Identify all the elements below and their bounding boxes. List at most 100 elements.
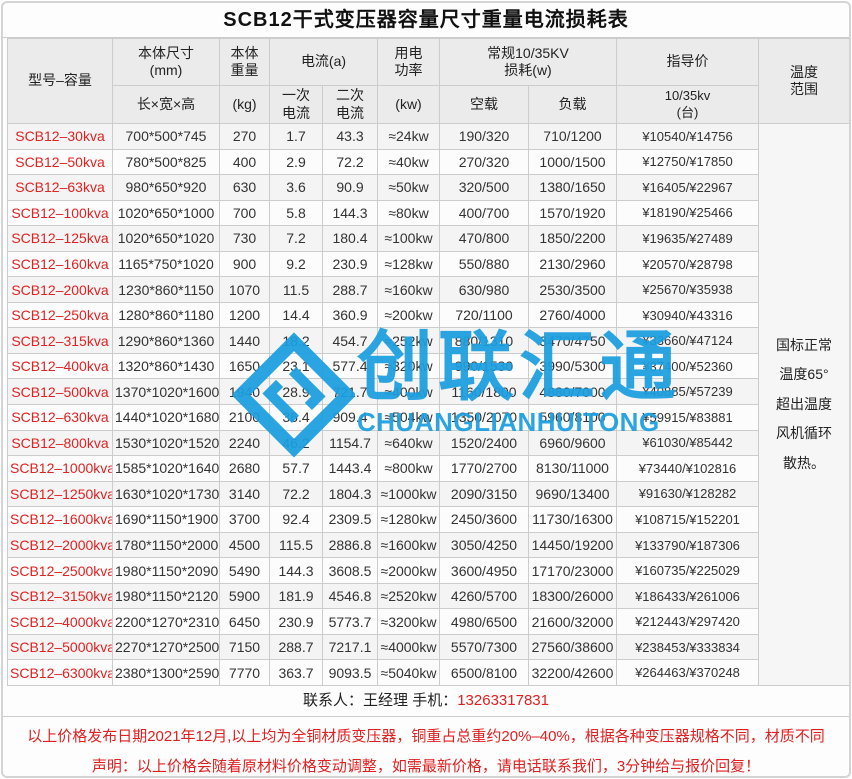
cell-i1: 181.9 — [269, 582, 323, 610]
cell-power: ≈160kw — [377, 276, 440, 303]
cell-model: SCB12–4000kva — [7, 608, 113, 635]
header-current-group: 电流(a) — [269, 38, 378, 86]
table-row: SCB12–3150kva 1980*1150*2120 5900 181.9 4546… — [7, 582, 850, 610]
cell-power: ≈1280kw — [377, 506, 440, 533]
header-weight-sub: (kg) — [219, 85, 270, 124]
table-header: 型号–容量 本体尺寸 (mm) 本体 重量 电流(a) 用电 功率 常规10/3… — [7, 38, 849, 124]
footer-notes: 以上价格发布日期2021年12月,以上均为全铜材质变压器，铜重占总重约20%–4… — [3, 717, 849, 776]
cell-power: ≈128kw — [377, 250, 440, 278]
cell-price: ¥61030/¥85442 — [616, 429, 759, 457]
header-loss-load: 负载 — [528, 85, 617, 124]
cell-load: 5960/8100 — [528, 404, 617, 431]
cell-size: 1980*1150*2090 — [112, 557, 220, 584]
cell-no-load: 320/500 — [439, 174, 529, 201]
cell-no-load: 1160/1800 — [439, 378, 529, 406]
cell-load: 9690/13400 — [528, 480, 617, 508]
cell-power: ≈100kw — [377, 225, 440, 252]
cell-i2: 144.3 — [322, 199, 378, 227]
cell-power: ≈80kw — [377, 199, 440, 227]
cell-price: ¥30940/¥43316 — [616, 301, 759, 329]
cell-model: SCB12–250kva — [7, 301, 113, 329]
cell-weight: 5490 — [219, 557, 270, 584]
cell-load: 32200/42600 — [528, 659, 617, 687]
cell-load: 14450/19200 — [528, 531, 617, 559]
contact-label: 联系人：王经理 手机： — [303, 692, 458, 710]
cell-power: ≈50kw — [377, 174, 440, 201]
cell-load: 4880/7000 — [528, 378, 617, 406]
cell-model: SCB12–160kva — [7, 250, 113, 278]
cell-size: 1230*860*1150 — [112, 276, 220, 303]
cell-i1: 9.2 — [269, 250, 323, 278]
cell-i1: 72.2 — [269, 480, 323, 508]
cell-load: 710/1200 — [528, 123, 617, 150]
cell-i2: 1443.4 — [322, 455, 378, 482]
cell-weight: 400 — [219, 148, 270, 176]
header-loss-group: 常规10/35KV 损耗(w) — [439, 38, 617, 86]
cell-size: 1440*1020*1680 — [112, 404, 220, 431]
cell-load: 2530/3500 — [528, 276, 617, 303]
table-row: SCB12–30kva 700*500*745 270 1.7 43.3 ≈24kw 190… — [7, 122, 849, 687]
cell-size: 1290*860*1360 — [112, 327, 220, 354]
cell-i1: 14.4 — [269, 301, 323, 329]
cell-price: ¥238453/¥333834 — [616, 633, 759, 661]
cell-i2: 5773.7 — [322, 608, 378, 635]
cell-size: 1585*1020*1640 — [112, 455, 220, 482]
cell-model: SCB12–5000kva — [7, 633, 113, 661]
cell-i1: 92.4 — [269, 506, 323, 533]
cell-model: SCB12–200kva — [7, 276, 113, 303]
cell-no-load: 270/320 — [439, 148, 529, 176]
cell-power: ≈252kw — [377, 327, 440, 354]
header-price: 指导价 — [616, 38, 759, 86]
cell-weight: 5900 — [219, 582, 270, 610]
table-row: SCB12–630kva 1440*1020*1680 2100 36.4 909.4 ≈… — [7, 404, 850, 431]
cell-no-load: 2090/3150 — [439, 480, 529, 508]
cell-power: ≈400kw — [377, 378, 440, 406]
cell-i2: 3608.5 — [322, 557, 378, 584]
cell-i2: 360.9 — [322, 301, 378, 329]
cell-no-load: 1520/2400 — [439, 429, 529, 457]
table-body: SCB12–30kva 700*500*745 270 1.7 43.3 ≈24kw 190… — [7, 122, 850, 687]
cell-size: 1020*650*1000 — [112, 199, 220, 227]
cell-no-load: 4980/6500 — [439, 608, 529, 635]
cell-power: ≈5040kw — [377, 659, 440, 687]
header-model: 型号–容量 — [7, 38, 113, 124]
header-weight: 本体 重量 — [219, 38, 270, 86]
contact-row: 联系人：王经理 手机：13263317831 — [3, 686, 849, 718]
table-row: SCB12–63kva 980*650*920 630 3.6 90.9 ≈50kw 320… — [7, 174, 850, 201]
cell-i2: 1804.3 — [322, 480, 378, 508]
cell-size: 1980*1150*2120 — [112, 582, 220, 610]
cell-weight: 1650 — [219, 352, 270, 380]
spec-table: 型号–容量 本体尺寸 (mm) 本体 重量 电流(a) 用电 功率 常规10/3… — [7, 38, 850, 687]
cell-model: SCB12–3150kva — [7, 582, 113, 610]
cell-size: 1165*750*1020 — [112, 250, 220, 278]
table-row: SCB12–125kva 1020*650*1020 730 7.2 180.4 ≈100… — [7, 225, 850, 252]
cell-power: ≈1600kw — [377, 531, 440, 559]
cell-model: SCB12–400kva — [7, 352, 113, 380]
cell-load: 6960/9600 — [528, 429, 617, 457]
cell-load: 11730/16300 — [528, 506, 617, 533]
cell-price: ¥108715/¥152201 — [616, 506, 759, 533]
cell-power: ≈200kw — [377, 301, 440, 329]
cell-i2: 230.9 — [322, 250, 378, 278]
cell-no-load: 990/1530 — [439, 352, 529, 380]
footer-line-1: 以上价格发布日期2021年12月,以上均为全铜材质变压器，铜重占总重约20%–4… — [27, 728, 825, 746]
cell-i2: 1154.7 — [322, 429, 378, 457]
cell-size: 1780*1150*2000 — [112, 531, 220, 559]
table-row: SCB12–1600kva 1690*1150*1900 3700 92.4 2309.… — [7, 506, 850, 533]
cell-i2: 2309.5 — [322, 506, 378, 533]
cell-no-load: 190/320 — [439, 123, 529, 150]
cell-i1: 2.9 — [269, 148, 323, 176]
cell-weight: 900 — [219, 250, 270, 278]
table-row: SCB12–4000kva 2200*1270*2310 6450 230.9 5773… — [7, 608, 850, 635]
cell-price: ¥16405/¥22967 — [616, 174, 759, 201]
table-row: SCB12–50kva 780*500*825 400 2.9 72.2 ≈40kw 270… — [7, 148, 850, 176]
cell-no-load: 630/980 — [439, 276, 529, 303]
cell-i1: 230.9 — [269, 608, 323, 635]
cell-power: ≈2520kw — [377, 582, 440, 610]
cell-load: 2760/4000 — [528, 301, 617, 329]
cell-no-load: 720/1100 — [439, 301, 529, 329]
cell-load: 1570/1920 — [528, 199, 617, 227]
cell-i2: 288.7 — [322, 276, 378, 303]
cell-weight: 6450 — [219, 608, 270, 635]
